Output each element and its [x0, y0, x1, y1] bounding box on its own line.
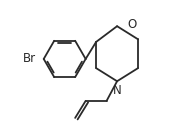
Text: Br: Br: [23, 52, 36, 66]
Text: O: O: [127, 18, 136, 31]
Text: N: N: [113, 84, 121, 97]
